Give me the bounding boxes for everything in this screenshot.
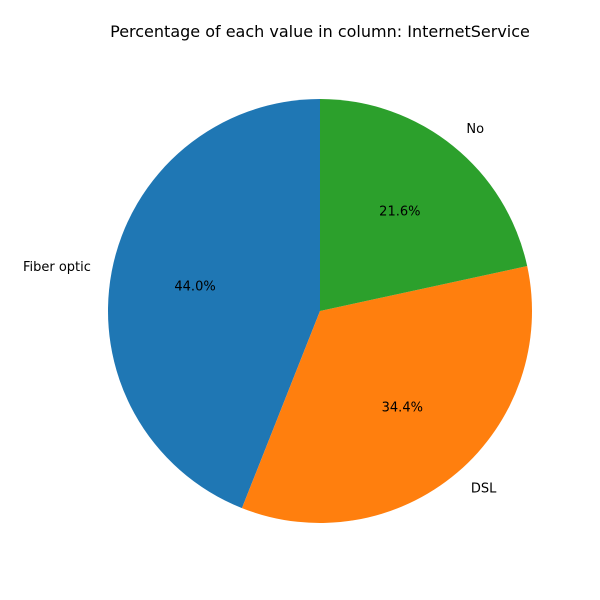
pie-labels: Fiber optic 44.0% DSL 34.4% No 21.6% [23,122,497,496]
pie-slice-fiber-optic [108,99,321,509]
slice-value-dsl: 34.4% [382,400,423,415]
slice-value-fiber-optic: 44.0% [174,280,215,295]
slice-label-dsl: DSL [471,481,497,496]
slice-value-no: 21.6% [379,204,420,219]
chart-title: Percentage of each value in column: Inte… [110,22,530,41]
slice-label-fiber-optic: Fiber optic [23,260,91,275]
slice-label-no: No [466,122,484,137]
pie-slices [108,99,533,523]
pie-slice-dsl [241,266,533,523]
pie-slice-no [320,99,528,311]
